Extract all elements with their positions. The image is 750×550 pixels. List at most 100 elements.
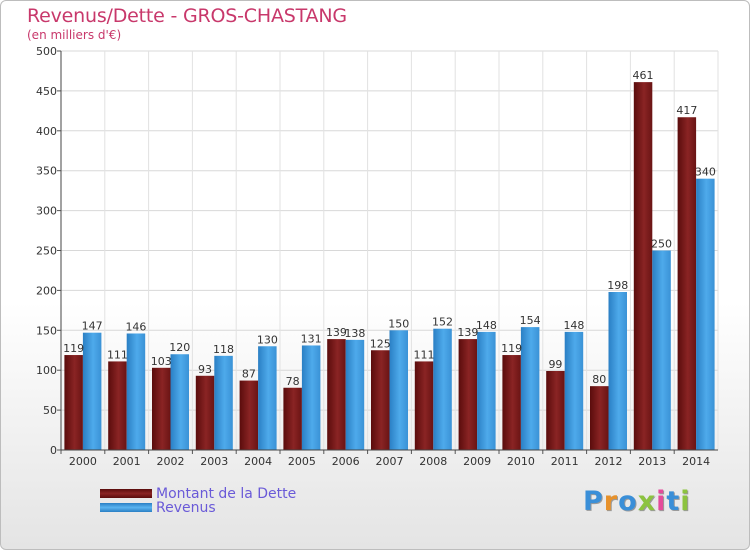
data-label-revenus: 146 xyxy=(125,320,146,333)
data-label-dette: 125 xyxy=(370,337,391,350)
legend-swatch-dette xyxy=(100,489,152,498)
data-label-dette: 103 xyxy=(151,355,172,368)
data-label-revenus: 148 xyxy=(563,319,584,332)
x-tick-label: 2000 xyxy=(69,455,97,468)
bar-revenus xyxy=(389,330,408,450)
bar-dette xyxy=(239,380,259,450)
y-tick-label: 350 xyxy=(36,165,57,178)
legend-label-revenus: Revenus xyxy=(156,500,216,516)
data-label-dette: 87 xyxy=(242,368,256,381)
bar-dette xyxy=(327,339,346,450)
bar-dette xyxy=(677,117,697,450)
axes xyxy=(57,50,718,454)
bar-revenus xyxy=(520,327,540,450)
x-tick-label: 2010 xyxy=(507,455,535,468)
bar-revenus xyxy=(696,178,715,450)
data-label-revenus: 130 xyxy=(257,333,278,346)
data-label-dette: 93 xyxy=(198,363,212,376)
proxiti-logo: Proxiti xyxy=(583,486,691,517)
data-label-dette: 78 xyxy=(286,375,300,388)
data-label-revenus: 150 xyxy=(388,317,409,330)
bar-dette xyxy=(371,350,390,450)
bar-revenus xyxy=(126,333,146,450)
data-label-dette: 119 xyxy=(501,342,522,355)
data-label-dette: 99 xyxy=(548,358,562,371)
labels: 0 50 100 150 200 250 300 350 400 450 500 119 147 2000… xyxy=(36,45,716,468)
y-tick-label: 250 xyxy=(36,245,57,258)
logo-letter: r xyxy=(603,486,619,517)
data-label-revenus: 154 xyxy=(520,314,541,327)
data-label-dette: 139 xyxy=(457,326,478,339)
bar-revenus xyxy=(170,354,189,450)
logo-letter: x xyxy=(637,486,657,517)
data-label-revenus: 120 xyxy=(169,341,190,354)
bar-dette xyxy=(590,386,609,450)
x-tick-label: 2004 xyxy=(244,455,272,468)
data-label-dette: 119 xyxy=(63,342,84,355)
y-tick-label: 0 xyxy=(50,444,57,457)
y-tick-label: 200 xyxy=(36,284,57,297)
bar-dette xyxy=(195,375,215,450)
x-tick-label: 2013 xyxy=(638,455,666,468)
bar-revenus xyxy=(82,332,102,450)
data-label-dette: 461 xyxy=(633,69,654,82)
bar-revenus xyxy=(477,331,496,450)
chart-subtitle: (en milliers d'€) xyxy=(27,28,122,42)
data-label-revenus: 152 xyxy=(432,316,453,329)
data-label-revenus: 147 xyxy=(82,320,103,333)
bar-dette xyxy=(546,370,565,450)
x-tick-label: 2003 xyxy=(200,455,228,468)
data-label-dette: 111 xyxy=(414,348,435,361)
data-label-revenus: 118 xyxy=(213,343,234,356)
y-tick-label: 150 xyxy=(36,324,57,337)
x-tick-label: 2006 xyxy=(332,455,360,468)
y-tick-label: 50 xyxy=(43,404,57,417)
bar-revenus xyxy=(345,339,365,450)
data-label-dette: 80 xyxy=(592,373,606,386)
bar-dette xyxy=(502,355,521,450)
x-tick-label: 2001 xyxy=(113,455,141,468)
bar-dette xyxy=(64,355,83,450)
bar-revenus xyxy=(301,345,321,450)
logo-letter: o xyxy=(618,486,638,517)
data-label-revenus: 148 xyxy=(476,319,497,332)
bar-dette xyxy=(633,82,653,450)
data-label-revenus: 138 xyxy=(344,327,365,340)
bars xyxy=(64,82,715,450)
x-tick-label: 2005 xyxy=(288,455,316,468)
legend-label-dette: Montant de la Dette xyxy=(156,486,297,502)
bar-revenus xyxy=(258,346,277,450)
x-tick-label: 2008 xyxy=(419,455,447,468)
data-label-revenus: 340 xyxy=(695,166,716,179)
x-tick-label: 2014 xyxy=(682,455,710,468)
bar-revenus xyxy=(214,355,233,450)
logo-letter: P xyxy=(583,486,604,517)
chart-title: Revenus/Dette - GROS-CHASTANG xyxy=(27,5,347,27)
bar-dette xyxy=(108,361,127,450)
x-tick-label: 2012 xyxy=(595,455,623,468)
bar-dette xyxy=(414,361,434,450)
y-tick-label: 500 xyxy=(36,45,57,58)
logo-letter: t xyxy=(666,486,681,517)
logo-letter: i xyxy=(656,486,667,517)
y-tick-label: 300 xyxy=(36,205,57,218)
bar-dette xyxy=(152,367,171,450)
bar-revenus xyxy=(652,250,671,450)
data-label-revenus: 198 xyxy=(607,279,628,292)
y-tick-label: 100 xyxy=(36,364,57,377)
data-label-revenus: 131 xyxy=(301,332,322,345)
x-tick-label: 2007 xyxy=(376,455,404,468)
logo-letter: i xyxy=(680,486,691,517)
bar-revenus xyxy=(433,328,452,450)
bar-dette xyxy=(283,387,302,450)
x-tick-label: 2002 xyxy=(157,455,185,468)
x-tick-label: 2011 xyxy=(551,455,579,468)
data-label-dette: 139 xyxy=(326,326,347,339)
data-label-dette: 111 xyxy=(107,348,128,361)
data-label-revenus: 250 xyxy=(651,238,672,251)
y-tick-label: 400 xyxy=(36,125,57,138)
y-tick-label: 450 xyxy=(36,85,57,98)
bar-dette xyxy=(458,339,478,450)
